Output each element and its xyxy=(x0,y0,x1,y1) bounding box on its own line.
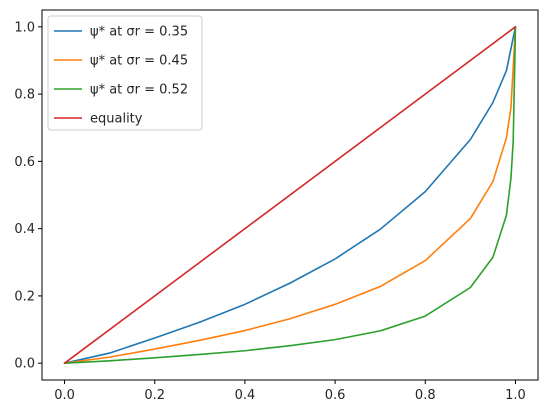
x-tick-label: 1.0 xyxy=(505,388,526,403)
y-tick-label: 0.2 xyxy=(14,289,35,304)
legend-label-2: ψ* at σr = 0.52 xyxy=(90,83,188,98)
plot-lines xyxy=(63,26,517,364)
legend-label-3: equality xyxy=(90,112,143,127)
legend-label-0: ψ* at σr = 0.35 xyxy=(90,25,188,40)
y-tick-label: 1.0 xyxy=(14,20,35,35)
series-line-3 xyxy=(63,26,517,364)
y-axis: 0.0 0.2 0.4 0.6 0.8 1.0 xyxy=(14,20,42,372)
series-line-2 xyxy=(63,26,517,364)
legend-label-1: ψ* at σr = 0.45 xyxy=(90,54,188,69)
y-tick-label: 0.8 xyxy=(14,88,35,103)
y-tick-label: 0.0 xyxy=(14,357,35,372)
x-tick-label: 0.0 xyxy=(54,388,75,403)
x-axis: 0.0 0.2 0.4 0.6 0.8 1.0 xyxy=(54,380,526,403)
x-tick-label: 0.4 xyxy=(235,388,256,403)
x-tick-label: 0.2 xyxy=(144,388,165,403)
y-tick-label: 0.6 xyxy=(14,155,35,170)
legend: ψ* at σr = 0.35 ψ* at σr = 0.45 ψ* at σr =… xyxy=(47,15,203,131)
series-line-0 xyxy=(63,26,517,364)
axes-frame xyxy=(41,9,539,381)
x-tick-label: 0.8 xyxy=(415,388,436,403)
y-tick-label: 0.4 xyxy=(14,222,35,237)
legend-box xyxy=(47,15,203,131)
series-line-1 xyxy=(63,26,517,364)
x-tick-label: 0.6 xyxy=(325,388,346,403)
